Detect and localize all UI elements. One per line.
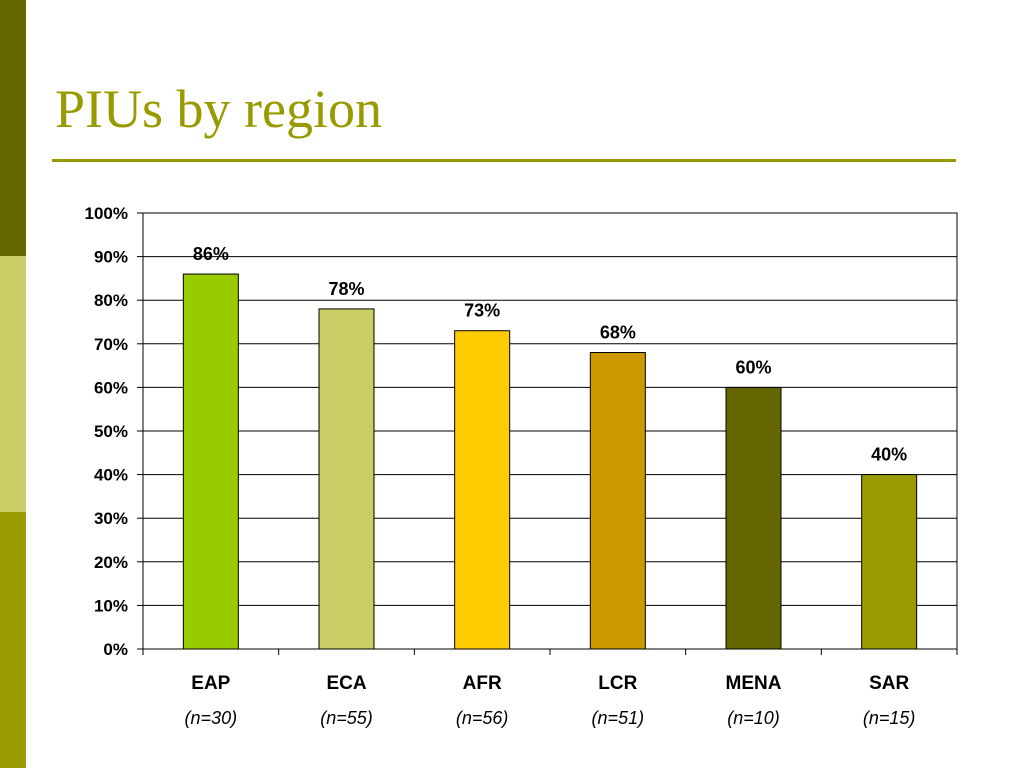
x-category-label: MENA [726, 673, 782, 694]
y-tick-label: 50% [94, 422, 128, 441]
x-category-label: EAP [191, 673, 230, 694]
bar-eap [182, 273, 239, 650]
bar-mena [725, 386, 782, 650]
data-label: 73% [464, 301, 500, 321]
x-category-label: AFR [463, 673, 502, 694]
x-category-label: SAR [869, 673, 909, 694]
data-label: 78% [328, 279, 364, 299]
x-category-label: ECA [326, 673, 366, 694]
bar-sar [861, 474, 918, 650]
side-band-top [0, 0, 26, 256]
x-category-sublabel: (n=10) [727, 708, 780, 728]
x-category-sublabel: (n=55) [320, 708, 373, 728]
bar-afr [454, 330, 511, 650]
y-tick-label: 100% [85, 204, 128, 223]
y-tick-label: 60% [94, 378, 128, 397]
x-category-sublabel: (n=56) [456, 708, 509, 728]
x-category-sublabel: (n=30) [185, 708, 238, 728]
y-tick-label: 20% [94, 553, 128, 572]
data-label: 68% [600, 323, 636, 343]
bar-eca [318, 308, 375, 650]
side-band-middle [0, 256, 26, 512]
y-tick-label: 80% [94, 291, 128, 310]
y-tick-label: 10% [94, 596, 128, 615]
x-category-sublabel: (n=51) [592, 708, 645, 728]
y-tick-label: 40% [94, 466, 128, 485]
x-category-label: LCR [598, 673, 637, 694]
bar-lcr [589, 352, 646, 650]
data-label: 86% [193, 244, 229, 264]
side-band-bottom [0, 512, 26, 768]
y-tick-label: 70% [94, 335, 128, 354]
y-tick-label: 90% [94, 248, 128, 267]
data-label: 40% [871, 445, 907, 465]
y-tick-label: 30% [94, 509, 128, 528]
x-category-sublabel: (n=15) [863, 708, 916, 728]
slide-title: PIUs by region [55, 79, 382, 139]
title-underline [52, 159, 956, 162]
y-tick-label: 0% [103, 640, 128, 659]
data-label: 60% [735, 357, 771, 377]
